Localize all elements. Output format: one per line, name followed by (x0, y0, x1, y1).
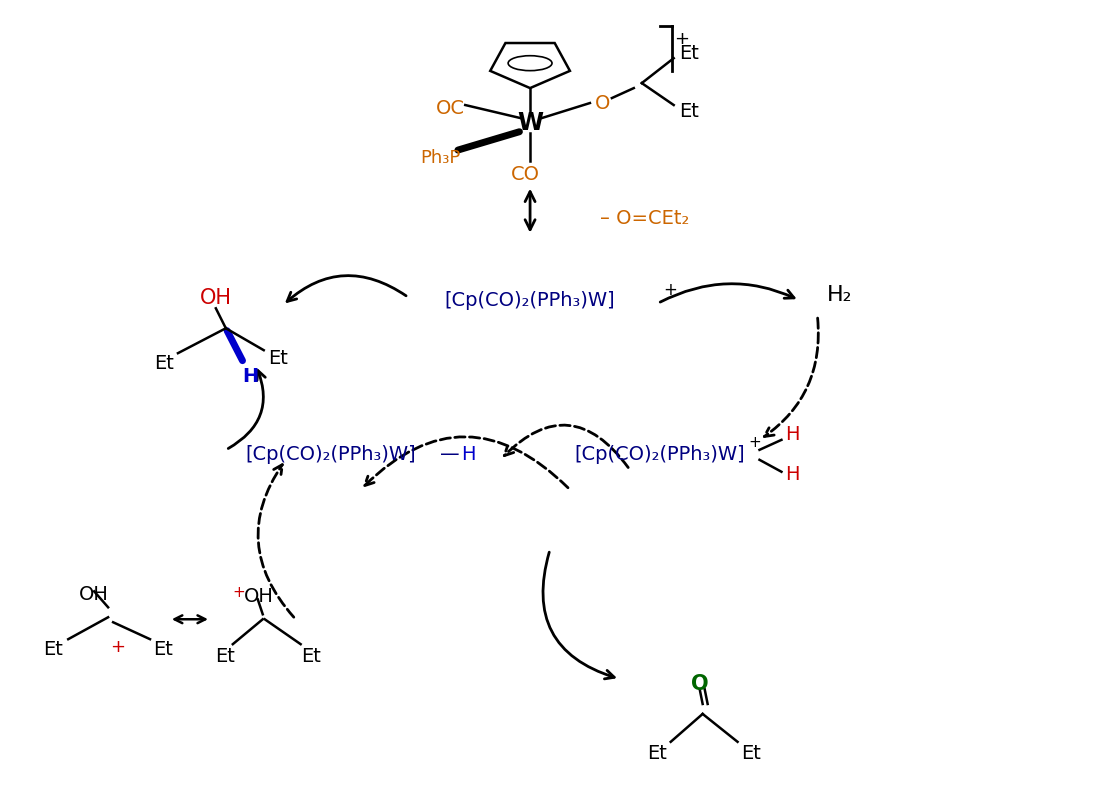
FancyArrowPatch shape (228, 371, 265, 448)
FancyArrowPatch shape (504, 425, 628, 468)
Text: [Cp(CO)₂(PPh₃)W]: [Cp(CO)₂(PPh₃)W] (445, 291, 615, 309)
Text: W: W (517, 111, 543, 135)
FancyArrowPatch shape (287, 276, 406, 301)
FancyArrowPatch shape (227, 330, 243, 360)
Text: Et: Et (44, 640, 64, 659)
Text: +: + (674, 30, 689, 48)
Text: Et: Et (301, 646, 321, 666)
FancyArrowPatch shape (174, 616, 206, 623)
Text: Et: Et (679, 102, 699, 120)
Text: O: O (595, 94, 610, 112)
Text: CO: CO (511, 166, 540, 184)
Text: OH: OH (200, 288, 231, 309)
Text: Et: Et (647, 744, 666, 764)
Text: – O=CEt₂: – O=CEt₂ (600, 209, 690, 228)
Text: Ph₃P: Ph₃P (420, 149, 461, 166)
Text: +: + (663, 281, 676, 300)
Text: H: H (785, 425, 799, 444)
Text: Et: Et (268, 349, 287, 368)
FancyArrowPatch shape (661, 284, 794, 302)
Text: +: + (111, 638, 125, 656)
FancyArrowPatch shape (364, 437, 568, 488)
Text: Et: Et (153, 640, 173, 659)
FancyArrowPatch shape (525, 191, 536, 229)
Text: O: O (691, 674, 709, 694)
Text: [Cp(CO)₂(PPh₃)W]: [Cp(CO)₂(PPh₃)W] (575, 445, 745, 465)
Text: Et: Et (741, 744, 761, 764)
Text: OH: OH (244, 587, 274, 606)
FancyArrowPatch shape (458, 132, 520, 150)
Text: H: H (461, 445, 475, 465)
Text: Et: Et (679, 44, 699, 63)
Text: —: — (440, 445, 461, 465)
Text: H: H (785, 465, 799, 484)
Text: [Cp(CO)₂(PPh₃)W]: [Cp(CO)₂(PPh₃)W] (245, 445, 416, 465)
FancyArrowPatch shape (543, 552, 614, 679)
Text: +: + (233, 585, 245, 600)
Text: Et: Et (215, 646, 235, 666)
Text: H: H (243, 367, 259, 385)
Text: OH: OH (79, 585, 110, 604)
FancyArrowPatch shape (765, 318, 818, 436)
Text: OC: OC (436, 99, 465, 117)
Text: H₂: H₂ (826, 285, 852, 305)
Text: +: + (748, 436, 761, 450)
Text: Et: Et (154, 354, 174, 372)
FancyArrowPatch shape (258, 465, 294, 617)
